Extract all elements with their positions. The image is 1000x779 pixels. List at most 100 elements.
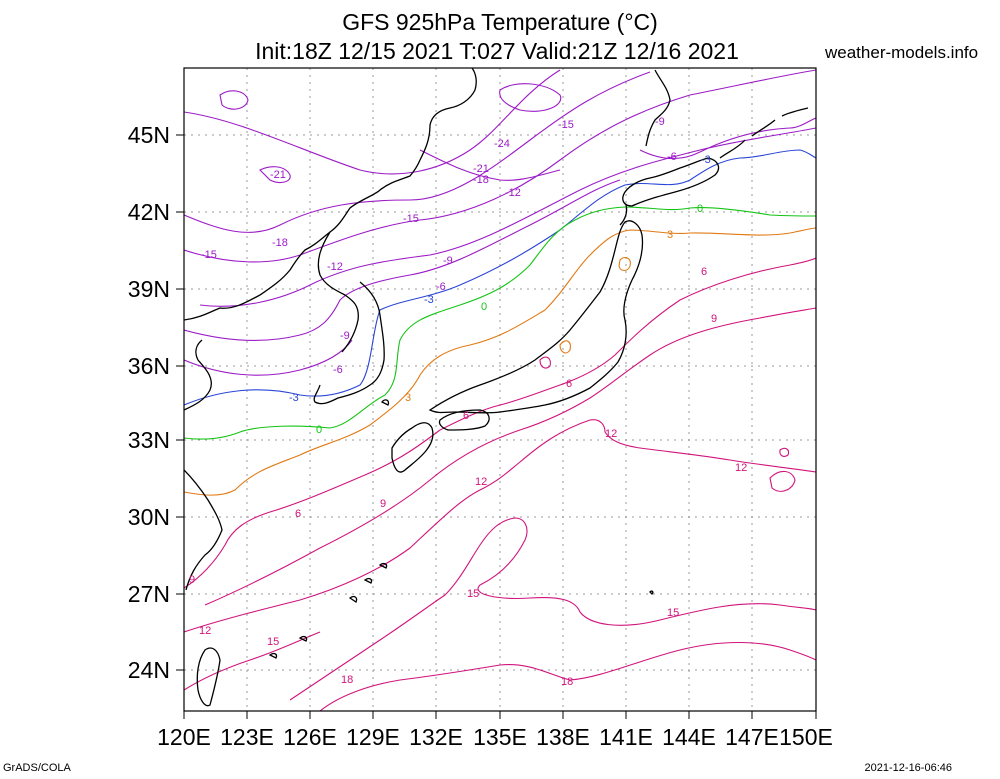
contour-label: -12 (327, 261, 343, 273)
coastline-kurils (719, 139, 746, 159)
contour-label: 9 (380, 498, 386, 510)
lon-label: 123E (220, 724, 274, 750)
contour-label: -6 (333, 364, 343, 376)
contour-label: 3 (405, 392, 411, 404)
contour-line (539, 356, 551, 369)
footer-timestamp: 2021-12-16-06:46 (864, 762, 952, 774)
contour-line (639, 117, 816, 160)
lon-label: 129E (346, 724, 400, 750)
contours-cold (184, 69, 816, 376)
contour-label: 0 (316, 424, 322, 436)
contour-line (259, 166, 291, 184)
lat-label: 42N (128, 199, 170, 225)
contour-label: 15 (467, 588, 479, 600)
contour-line (184, 149, 816, 406)
island (348, 595, 358, 603)
contour-line (184, 419, 816, 633)
contour-label: 12 (199, 625, 211, 637)
lon-label: 135E (473, 724, 527, 750)
title-line-2: Init:18Z 12/15 2021 T:027 Valid:21Z 12/1… (255, 38, 739, 64)
contour-label: -15 (201, 249, 217, 261)
contour-label: -6 (667, 151, 677, 163)
coastline-taiwan (196, 647, 221, 707)
lat-axis: 45N 42N 39N 36N 33N 30N 27N 24N (128, 122, 184, 683)
contour-label: -9 (443, 255, 453, 267)
coastline (619, 204, 628, 226)
contour-label: 0 (697, 203, 703, 215)
contour-minus3 (184, 149, 816, 406)
contour-label: 18 (561, 676, 573, 688)
contour-label: -24 (494, 138, 510, 150)
contour-label: 9 (189, 574, 195, 586)
contour-line (559, 340, 571, 354)
contour-line (319, 642, 816, 711)
contour-label: 15 (667, 607, 679, 619)
title-line-1: GFS 925hPa Temperature (°C) (342, 9, 658, 35)
island (649, 590, 654, 595)
lat-label: 24N (128, 657, 170, 683)
contour-line (184, 71, 651, 233)
contour-label: 12 (735, 462, 747, 474)
contour-label: -15 (558, 119, 574, 131)
contour-label: -18 (272, 237, 288, 249)
lat-label: 45N (128, 122, 170, 148)
contour-line (499, 83, 562, 112)
contour-line (184, 631, 321, 691)
lat-label: 27N (128, 581, 170, 607)
contour-label: -3 (424, 294, 434, 306)
contour-zero (184, 206, 816, 440)
contour-label: -6 (436, 281, 446, 293)
coastline (317, 231, 359, 353)
contour-line (204, 307, 816, 606)
lat-label: 36N (128, 353, 170, 379)
contour-label: 12 (605, 428, 617, 440)
contour-label: -21 (473, 163, 489, 175)
lon-label: 120E (157, 724, 211, 750)
contour-line (219, 90, 249, 110)
contour-line (419, 149, 561, 181)
contour-label: 6 (566, 378, 572, 390)
lon-label: 144E (662, 724, 716, 750)
contour-line (618, 257, 631, 272)
contour-label: -15 (403, 213, 419, 225)
contour-line (184, 206, 816, 440)
contour-label: 12 (475, 476, 487, 488)
contour-line (184, 179, 621, 341)
lon-label: 141E (599, 724, 653, 750)
contour-label: -12 (505, 187, 521, 199)
map-gridlines (184, 68, 816, 711)
contour-label: -3 (701, 154, 711, 166)
lon-label: 138E (536, 724, 590, 750)
contour-labels: -24 -21 -21 -18 -18 -15 -15 -15 -12 -12 … (189, 116, 747, 688)
coastline-korea (313, 281, 385, 405)
footer-credit: GrADS/COLA (3, 762, 71, 774)
contour-label: -9 (340, 330, 350, 342)
coastline (184, 159, 421, 321)
contour-label: 6 (701, 266, 707, 278)
coastline (419, 68, 477, 161)
coastline (184, 339, 212, 411)
island (363, 577, 373, 584)
coastline (184, 469, 223, 591)
island (298, 635, 308, 642)
contour-line (184, 257, 816, 589)
contour-label: 6 (295, 508, 301, 520)
contour-label: -9 (655, 116, 665, 128)
contour-line (289, 517, 816, 701)
lon-label: 126E (283, 724, 337, 750)
lon-label: 132E (409, 724, 463, 750)
coastlines (184, 68, 809, 707)
lat-label: 33N (128, 427, 170, 453)
contour-label: 3 (667, 229, 673, 241)
coastline-shikoku (438, 409, 490, 431)
coastline-kurils (751, 119, 776, 137)
lon-label: 150E (779, 724, 833, 750)
island (268, 652, 278, 659)
coastline-kyushu (391, 422, 434, 473)
contour-label: 9 (711, 313, 717, 325)
coastline-honshu (428, 220, 644, 414)
brand-label: weather-models.info (825, 43, 979, 62)
coastline-sakhalin (645, 69, 671, 147)
island (378, 562, 388, 569)
